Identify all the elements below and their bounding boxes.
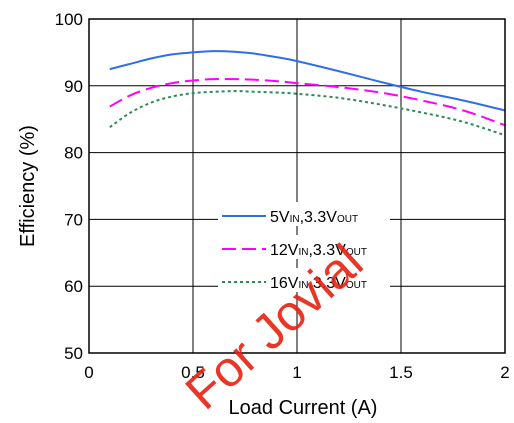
x-tick-label: 1.5 <box>389 363 413 382</box>
series-line-3 <box>109 90 506 137</box>
legend-text-part: 12V <box>270 242 299 259</box>
legend-text-part: 16V <box>270 275 299 292</box>
legend-subscript: IN <box>298 247 308 258</box>
plot-frame <box>88 18 506 354</box>
y-tick-label: 80 <box>64 144 83 163</box>
legend-subscript: OUT <box>337 214 358 225</box>
legend-label: 16VIN,3.3VOUT <box>270 275 367 292</box>
legend-text-part: ,3.3V <box>308 242 346 259</box>
legend-text-part: ,3.3V <box>308 275 346 292</box>
y-tick-label: 90 <box>64 77 83 96</box>
watermark: For Jovial <box>175 234 374 421</box>
y-axis-label: Efficiency (%) <box>17 125 39 247</box>
x-tick-label: 0 <box>84 363 93 382</box>
y-tick-label: 50 <box>64 344 83 363</box>
x-tick-labels: 0 0.5 1 1.5 2 <box>84 363 509 382</box>
series-layer <box>109 50 506 137</box>
legend-background <box>218 202 390 226</box>
legend-label: 5VIN,3.3VOUT <box>270 209 358 226</box>
y-tick-labels: 50 60 70 80 90 100 <box>55 10 83 363</box>
y-tick-label: 70 <box>64 210 83 229</box>
x-tick-label: 1 <box>292 363 301 382</box>
legend-background <box>218 235 390 259</box>
x-tick-label: 2 <box>500 363 509 382</box>
y-tick-label: 60 <box>64 277 83 296</box>
legend-subscript: IN <box>298 280 308 291</box>
legend-subscript: OUT <box>346 280 367 291</box>
series-line-1 <box>109 50 506 112</box>
legend-label: 12VIN,3.3VOUT <box>270 242 367 259</box>
x-tick-label: 0.5 <box>181 363 205 382</box>
legend-subscript: IN <box>290 214 300 225</box>
legend-background <box>218 268 390 292</box>
x-axis-label: Load Current (A) <box>229 397 378 419</box>
y-tick-label: 100 <box>55 10 83 29</box>
legend-text-part: ,3.3V <box>300 209 338 226</box>
series-line-2 <box>109 77 506 127</box>
watermark-text: For Jovial <box>175 234 374 421</box>
legend-subscript: OUT <box>346 247 367 258</box>
legend-text-part: 5V <box>270 209 290 226</box>
